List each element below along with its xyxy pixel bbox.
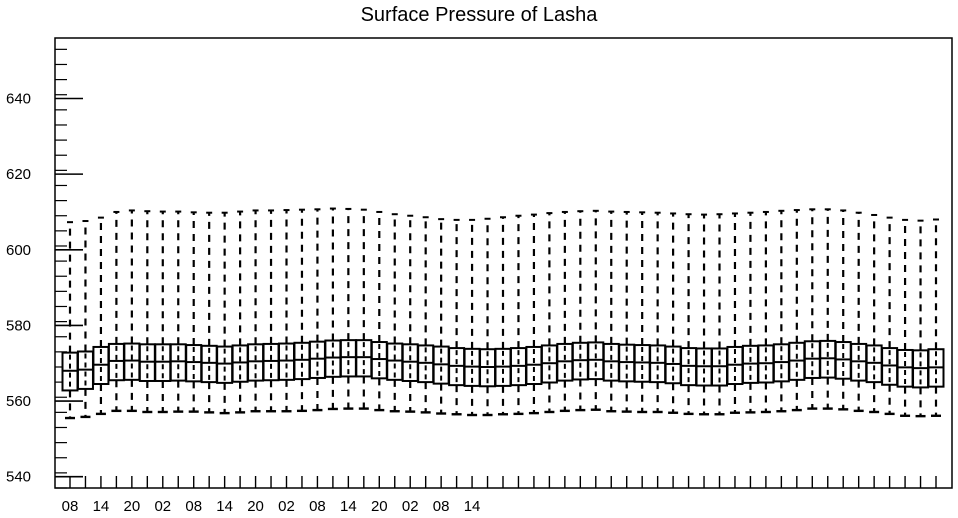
- box-16: [308, 208, 326, 412]
- box-13: [262, 209, 280, 413]
- y-axis: 540 560 580 600 620 640: [6, 48, 83, 489]
- box-4: [123, 209, 141, 413]
- y-tick-label: 640: [6, 91, 31, 108]
- box-12: [247, 209, 265, 413]
- box-2: [92, 216, 110, 416]
- x-tick-label: 14: [464, 498, 481, 515]
- box-52: [865, 213, 883, 414]
- y-tick-label: 600: [6, 242, 31, 259]
- box-39: [664, 212, 682, 414]
- y-tick-label: 560: [6, 393, 31, 410]
- box-31: [540, 212, 558, 414]
- box-0: [61, 221, 79, 420]
- box-22: [401, 214, 419, 413]
- x-tick-label: 02: [154, 498, 171, 515]
- x-tick-label: 02: [402, 498, 419, 515]
- box-32: [556, 210, 574, 413]
- box-7: [169, 210, 187, 413]
- box-38: [649, 211, 667, 414]
- box-35: [602, 210, 620, 413]
- x-tick-label: 20: [247, 498, 264, 515]
- box-9: [200, 211, 218, 414]
- box-47: [788, 209, 806, 412]
- box-41: [695, 213, 713, 416]
- y-tick-label: 540: [6, 469, 31, 486]
- box-55: [912, 219, 930, 418]
- plot-frame: [54, 37, 953, 489]
- box-18: [339, 207, 357, 410]
- box-21: [386, 213, 404, 413]
- box-40: [680, 213, 698, 416]
- box-1: [76, 220, 94, 419]
- box-43: [726, 212, 744, 414]
- y-tick-label: 580: [6, 317, 31, 334]
- x-tick-label: 08: [185, 498, 202, 515]
- box-30: [525, 213, 543, 415]
- y-tick-label: 620: [6, 166, 31, 183]
- box-42: [711, 213, 728, 416]
- box-46: [772, 209, 790, 413]
- box-44: [741, 211, 759, 414]
- x-tick-label: 20: [124, 498, 141, 515]
- x-tick-label: 08: [309, 498, 326, 515]
- box-36: [618, 210, 636, 413]
- box-33: [571, 210, 589, 412]
- box-8: [185, 211, 203, 413]
- box-14: [278, 209, 295, 413]
- box-51: [850, 211, 868, 413]
- box-28: [494, 216, 512, 416]
- box-48: [803, 208, 821, 410]
- box-11: [231, 210, 249, 414]
- box-15: [293, 208, 311, 413]
- box-20: [370, 210, 388, 412]
- box-29: [509, 214, 527, 416]
- x-tick-label: 08: [433, 498, 450, 515]
- box-50: [834, 209, 852, 411]
- box-23: [417, 216, 435, 414]
- x-tick-label: 14: [93, 498, 110, 515]
- box-3: [107, 210, 125, 413]
- x-tick-label: 02: [278, 498, 295, 515]
- box-10: [216, 211, 234, 415]
- box-17: [324, 207, 342, 411]
- box-53: [881, 216, 899, 416]
- x-axis: 08 14 20 02 08 14 20 02 08 14 20 02 08 14: [62, 476, 937, 515]
- box-54: [896, 218, 914, 417]
- x-tick-label: 20: [371, 498, 388, 515]
- box-45: [757, 210, 775, 414]
- box-24: [432, 218, 450, 415]
- chart-title: Surface Pressure of Lasha: [360, 4, 598, 26]
- x-tick-label: 14: [216, 498, 233, 515]
- box-19: [355, 208, 373, 410]
- box-series: [61, 207, 945, 420]
- box-34: [587, 209, 605, 411]
- box-25: [448, 218, 466, 416]
- x-tick-label: 08: [62, 498, 79, 515]
- box-49: [819, 208, 837, 410]
- box-6: [154, 210, 172, 414]
- x-tick-label: 14: [340, 498, 357, 515]
- box-26: [463, 218, 481, 417]
- box-5: [138, 210, 156, 414]
- box-27: [479, 217, 497, 417]
- box-37: [633, 211, 651, 414]
- box-56: [927, 218, 945, 417]
